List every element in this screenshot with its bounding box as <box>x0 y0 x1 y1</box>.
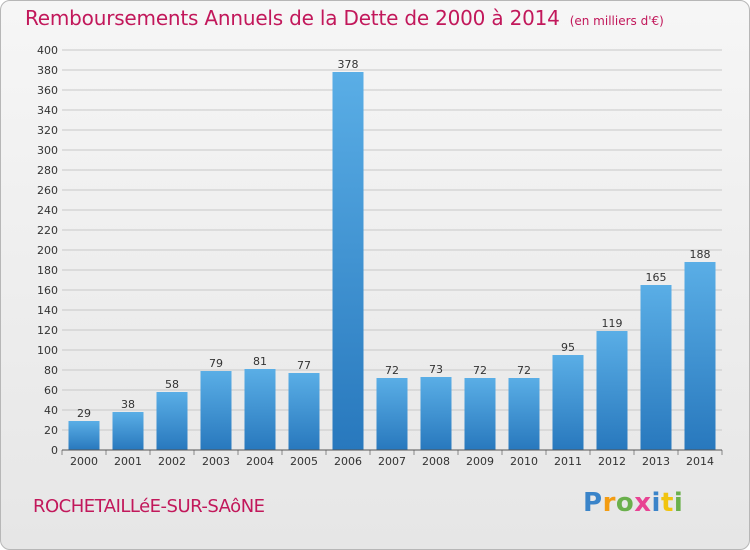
data-labels: 29 38 58 79 81 77 378 72 73 72 72 95 119 165 188 <box>77 58 711 420</box>
bar-2000 <box>68 421 100 450</box>
data-label: 81 <box>253 355 267 368</box>
bar-2011 <box>552 355 584 450</box>
x-tick-label: 2009 <box>466 455 494 468</box>
y-tick-label: 220 <box>37 224 58 237</box>
data-label: 95 <box>561 341 575 354</box>
data-label: 72 <box>473 364 487 377</box>
data-label: 38 <box>121 398 135 411</box>
y-tick-label: 200 <box>37 244 58 257</box>
chart-title: Remboursements Annuels de la Dette de 20… <box>25 6 664 30</box>
x-tick-label: 2010 <box>510 455 538 468</box>
bar-2009 <box>464 378 496 450</box>
y-tick-label: 20 <box>44 424 58 437</box>
y-tick-label: 180 <box>37 264 58 277</box>
y-tick-label: 40 <box>44 404 58 417</box>
x-tick-label: 2008 <box>422 455 450 468</box>
x-tick-label: 2011 <box>554 455 582 468</box>
bar-2003 <box>200 371 232 450</box>
x-tick-label: 2013 <box>642 455 670 468</box>
y-tick-label: 60 <box>44 384 58 397</box>
y-tick-label: 280 <box>37 164 58 177</box>
data-label: 165 <box>646 271 667 284</box>
x-tick-label: 2012 <box>598 455 626 468</box>
y-tick-label: 120 <box>37 324 58 337</box>
data-label: 58 <box>165 378 179 391</box>
y-tick-label: 400 <box>37 44 58 57</box>
proxiti-logo: Proxiti <box>583 488 684 518</box>
data-label: 72 <box>517 364 531 377</box>
y-tick-label: 340 <box>37 104 58 117</box>
y-tick-label: 100 <box>37 344 58 357</box>
bar-2002 <box>156 392 188 450</box>
data-label: 188 <box>690 248 711 261</box>
bar-2013 <box>640 285 672 450</box>
bars <box>68 72 716 450</box>
data-label: 378 <box>338 58 359 71</box>
bar-2012 <box>596 331 628 450</box>
x-tick-label: 2007 <box>378 455 406 468</box>
x-tick-label: 2002 <box>158 455 186 468</box>
x-tick-label: 2006 <box>334 455 362 468</box>
y-tick-label: 160 <box>37 284 58 297</box>
y-tick-label: 260 <box>37 184 58 197</box>
x-tick-label: 2001 <box>114 455 142 468</box>
y-tick-label: 380 <box>37 64 58 77</box>
city-name: ROCHETAILLéE-SUR-SAôNE <box>33 496 265 517</box>
x-tick-label: 2014 <box>686 455 714 468</box>
data-label: 79 <box>209 357 223 370</box>
bar-2006 <box>332 72 364 450</box>
y-tick-label: 80 <box>44 364 58 377</box>
y-axis-ticks: 0 20 40 60 80 100 120 140 160 180 200 220 240 260 280 3… <box>37 44 58 457</box>
x-tick-label: 2003 <box>202 455 230 468</box>
bar-2004 <box>244 369 276 450</box>
y-tick-label: 320 <box>37 124 58 137</box>
bar-2001 <box>112 412 144 450</box>
data-label: 73 <box>429 363 443 376</box>
bar-2007 <box>376 378 408 450</box>
chart-title-text: Remboursements Annuels de la Dette de 20… <box>25 6 560 30</box>
x-axis-ticks: 2000 2001 2002 2003 2004 2005 2006 2007 2008 2009… <box>61 450 723 468</box>
y-tick-label: 0 <box>51 444 58 457</box>
x-tick-label: 2000 <box>70 455 98 468</box>
y-tick-label: 300 <box>37 144 58 157</box>
x-tick-label: 2005 <box>290 455 318 468</box>
y-tick-label: 140 <box>37 304 58 317</box>
data-label: 29 <box>77 407 91 420</box>
bar-2008 <box>420 377 452 450</box>
y-tick-label: 360 <box>37 84 58 97</box>
y-tick-label: 240 <box>37 204 58 217</box>
x-tick-label: 2004 <box>246 455 274 468</box>
data-label: 119 <box>602 317 623 330</box>
bar-2005 <box>288 373 320 450</box>
chart-subtitle: (en milliers d'€) <box>569 14 664 28</box>
data-label: 77 <box>297 359 311 372</box>
bar-2010 <box>508 378 540 450</box>
bar-2014 <box>684 262 716 450</box>
data-label: 72 <box>385 364 399 377</box>
